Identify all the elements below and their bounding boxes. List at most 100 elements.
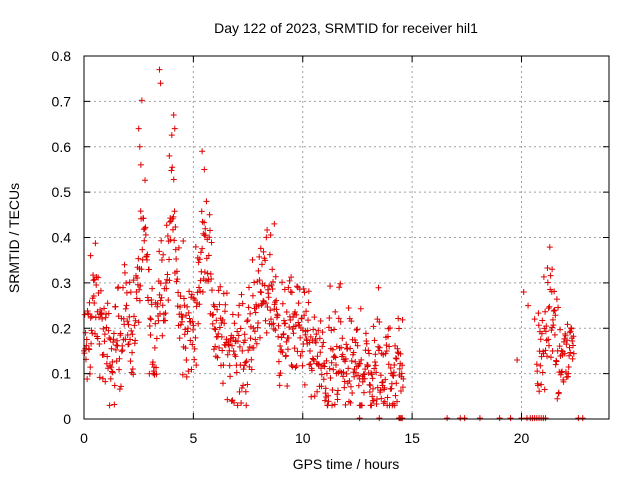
data-point: [271, 220, 278, 227]
data-point: [223, 290, 230, 297]
data-point: [99, 315, 106, 322]
data-point: [299, 348, 306, 355]
data-point: [157, 80, 164, 87]
data-point: [546, 244, 553, 251]
data-point: [558, 347, 565, 354]
data-point: [370, 385, 377, 392]
data-point: [323, 370, 330, 377]
data-point: [171, 237, 178, 244]
data-point: [267, 307, 274, 314]
data-point: [567, 349, 574, 356]
data-point: [356, 415, 363, 422]
data-point: [169, 164, 176, 171]
data-point: [547, 272, 554, 279]
data-point: [307, 333, 314, 340]
data-point: [100, 325, 107, 332]
data-point: [127, 289, 134, 296]
data-point: [159, 302, 166, 309]
data-point: [369, 397, 376, 404]
data-point: [537, 362, 544, 369]
data-point: [366, 389, 373, 396]
data-point: [317, 349, 324, 356]
data-point: [308, 393, 315, 400]
data-point: [168, 132, 175, 139]
data-point: [341, 384, 348, 391]
y-tick-label: 0: [63, 411, 71, 427]
data-point: [206, 211, 213, 218]
data-point: [355, 372, 362, 379]
data-point: [373, 396, 380, 403]
data-point: [331, 326, 338, 333]
data-point: [166, 152, 173, 159]
data-point: [91, 299, 98, 306]
data-point: [352, 358, 359, 365]
data-point: [104, 353, 111, 360]
data-point: [376, 344, 383, 351]
data-point: [392, 355, 399, 362]
data-point: [208, 287, 215, 294]
data-point: [239, 300, 246, 307]
data-point: [348, 357, 355, 364]
data-point: [323, 357, 330, 364]
data-point: [187, 337, 194, 344]
data-point: [94, 335, 101, 342]
data-point: [202, 232, 209, 239]
data-point: [130, 277, 137, 284]
data-point: [332, 354, 339, 361]
data-point: [216, 324, 223, 331]
data-point: [381, 384, 388, 391]
x-tick-label: 5: [189, 430, 197, 446]
data-point: [312, 339, 319, 346]
data-point: [570, 342, 577, 349]
data-point: [382, 350, 389, 357]
data-point: [247, 335, 254, 342]
data-point: [268, 282, 275, 289]
data-point: [130, 371, 137, 378]
data-point: [167, 236, 174, 243]
data-point: [135, 255, 142, 262]
data-point: [138, 266, 145, 273]
data-point: [539, 369, 546, 376]
data-point: [106, 334, 113, 341]
data-point: [300, 285, 307, 292]
data-point: [531, 316, 538, 323]
data-point: [327, 375, 334, 382]
data-point: [195, 320, 202, 327]
data-point: [273, 306, 280, 313]
data-point: [238, 291, 245, 298]
data-point: [541, 386, 548, 393]
data-point: [186, 288, 193, 295]
data-point: [86, 346, 93, 353]
data-point: [549, 347, 556, 354]
data-point: [347, 383, 354, 390]
data-point: [238, 400, 245, 407]
data-point: [552, 312, 559, 319]
data-point: [555, 304, 562, 311]
data-point: [331, 401, 338, 408]
data-point: [368, 371, 375, 378]
data-point: [310, 326, 317, 333]
data-point: [96, 341, 103, 348]
data-point: [308, 367, 315, 374]
data-point: [337, 318, 344, 325]
data-point: [163, 222, 170, 229]
data-point: [212, 326, 219, 333]
data-point: [275, 358, 282, 365]
data-point: [301, 312, 308, 319]
data-point: [395, 315, 402, 322]
data-point: [579, 415, 586, 422]
data-point: [248, 356, 255, 363]
data-point: [189, 318, 196, 325]
data-point: [234, 338, 241, 345]
data-point: [340, 369, 347, 376]
data-point: [132, 337, 139, 344]
y-tick-label: 0.4: [52, 230, 72, 246]
data-point: [376, 415, 383, 422]
data-point: [382, 376, 389, 383]
data-point: [566, 352, 573, 359]
data-point: [262, 317, 269, 324]
data-point: [569, 338, 576, 345]
data-point: [263, 234, 270, 241]
data-point: [211, 303, 218, 310]
data-point: [507, 415, 514, 422]
